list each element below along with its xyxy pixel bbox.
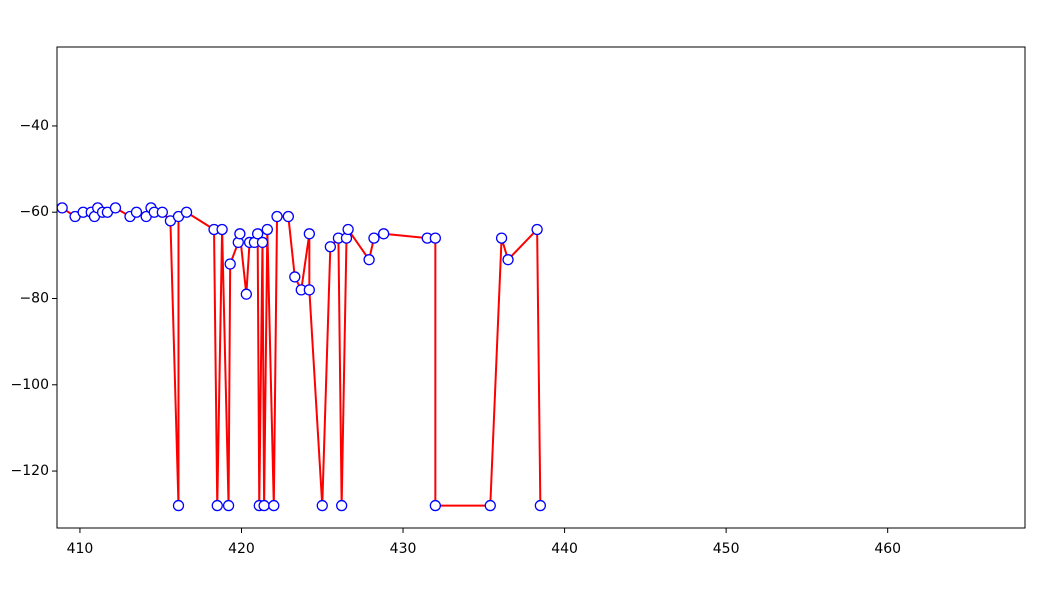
point [534, 499, 547, 512]
point [261, 223, 273, 236]
x-tick-label: 420 [228, 541, 255, 557]
point [289, 271, 301, 283]
point [495, 232, 508, 244]
point [216, 223, 228, 236]
point [258, 499, 270, 512]
point [363, 254, 375, 266]
plot-frame [56, 46, 1026, 529]
point [316, 499, 328, 512]
point [240, 288, 252, 300]
point [324, 241, 336, 253]
point [211, 499, 223, 512]
point [368, 232, 380, 244]
point [156, 206, 168, 218]
point [531, 223, 543, 236]
point [502, 254, 514, 266]
point [429, 232, 441, 244]
line [61, 206, 542, 507]
point [429, 499, 441, 512]
point [57, 202, 68, 214]
y-tick-label: −100 [11, 377, 49, 393]
x-tick-label: 410 [67, 541, 94, 557]
point [234, 228, 246, 240]
x-tick-label: 430 [390, 541, 417, 557]
point [109, 202, 122, 214]
y-tick-label: −80 [19, 291, 49, 307]
point [271, 210, 283, 223]
point [342, 223, 354, 236]
point [303, 284, 315, 296]
point [256, 236, 269, 249]
point [222, 499, 235, 512]
point [484, 499, 496, 512]
x-tick-label: 440 [551, 541, 578, 557]
y-tick-label: −120 [11, 463, 49, 479]
point [130, 206, 143, 218]
y-tick-label: −60 [19, 204, 49, 220]
y-tick-label: −40 [19, 118, 49, 134]
x-tick-label: 460 [874, 541, 901, 557]
point [335, 499, 348, 512]
point [251, 228, 264, 240]
point [282, 210, 294, 223]
point [180, 206, 193, 218]
point [172, 499, 185, 512]
x-tick-label: 450 [713, 541, 740, 557]
point [378, 228, 390, 240]
point [303, 228, 315, 240]
point [224, 258, 236, 270]
point [268, 499, 280, 512]
